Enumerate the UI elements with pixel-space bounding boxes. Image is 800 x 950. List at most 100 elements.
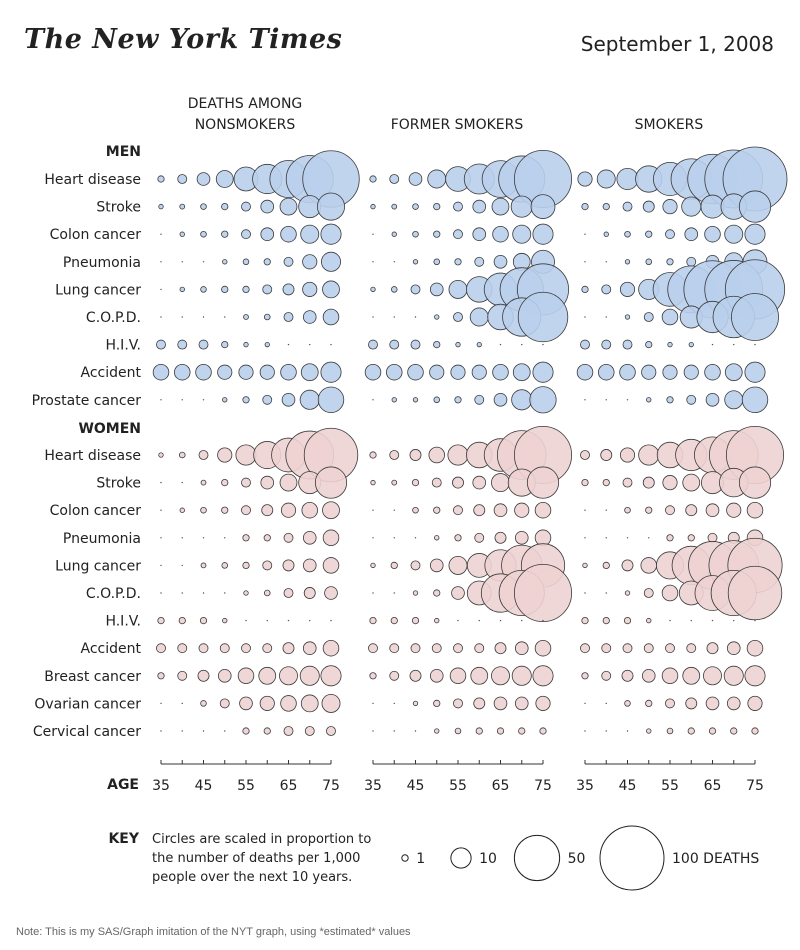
bubble-men-stroke-deaths-among-nonsmokers-age-65 — [279, 197, 298, 216]
bubble-women-c-o-p-d-deaths-among-nonsmokers-age-50 — [224, 592, 226, 594]
bubble-women-c-o-p-d-smokers-age-75 — [727, 565, 783, 621]
bubble-men-h-i-v-former-smokers-age-70 — [521, 343, 523, 346]
bubble-women-pneumonia-deaths-among-nonsmokers-age-45 — [202, 537, 205, 539]
bubble-women-heart-disease-deaths-among-nonsmokers-age-45 — [198, 450, 209, 460]
bubble-women-heart-disease-smokers-age-50 — [638, 444, 660, 466]
bubble-men-heart-disease-former-smokers-age-35 — [369, 175, 377, 183]
bubble-men-pneumonia-deaths-among-nonsmokers-age-55 — [242, 258, 250, 266]
bubble-men-stroke-former-smokers-age-75 — [530, 194, 556, 219]
bubble-women-stroke-former-smokers-age-55 — [452, 476, 464, 489]
row-label-women-c-o-p-d: C.O.P.D. — [86, 586, 141, 602]
bubble-women-c-o-p-d-former-smokers-age-40 — [393, 592, 395, 594]
bubble-men-prostate-cancer-former-smokers-age-65 — [493, 392, 508, 407]
bubble-men-pneumonia-smokers-age-55 — [666, 258, 674, 266]
bubble-men-stroke-former-smokers-age-50 — [433, 203, 441, 211]
bubble-women-pneumonia-smokers-age-35 — [584, 537, 586, 539]
bubble-women-h-i-v-smokers-age-35 — [581, 616, 589, 625]
age-tick-label-former-smokers-75: 75 — [534, 778, 552, 794]
bubble-men-pneumonia-smokers-age-45 — [624, 259, 631, 265]
bubble-men-h-i-v-former-smokers-age-75 — [542, 343, 544, 346]
age-tick-label-deaths-among-nonsmokers-65: 65 — [280, 778, 298, 794]
bubble-men-c-o-p-d-deaths-among-nonsmokers-age-55 — [243, 314, 249, 320]
bubble-men-h-i-v-former-smokers-age-45 — [410, 339, 421, 350]
bubble-women-stroke-deaths-among-nonsmokers-age-75 — [314, 466, 348, 499]
bubble-women-colon-cancer-deaths-among-nonsmokers-age-40 — [179, 507, 185, 513]
bubble-men-c-o-p-d-deaths-among-nonsmokers-age-65 — [283, 312, 294, 322]
bubble-men-c-o-p-d-former-smokers-age-75 — [517, 291, 569, 343]
bubble-women-h-i-v-deaths-among-nonsmokers-age-75 — [330, 619, 332, 622]
bubble-women-c-o-p-d-smokers-age-35 — [584, 592, 586, 594]
bubble-women-lung-cancer-deaths-among-nonsmokers-age-65 — [282, 559, 295, 572]
bubble-men-accident-former-smokers-age-40 — [386, 363, 403, 381]
bubble-women-accident-deaths-among-nonsmokers-age-75 — [322, 639, 340, 657]
bubble-women-ovarian-cancer-deaths-among-nonsmokers-age-55 — [239, 696, 253, 711]
bubble-men-stroke-deaths-among-nonsmokers-age-75 — [317, 192, 345, 221]
bubble-women-colon-cancer-deaths-among-nonsmokers-age-65 — [280, 502, 297, 518]
bubble-women-c-o-p-d-deaths-among-nonsmokers-age-45 — [202, 592, 205, 594]
bubble-women-breast-cancer-smokers-age-45 — [621, 669, 634, 682]
bubble-women-lung-cancer-deaths-among-nonsmokers-age-40 — [181, 564, 183, 567]
bubble-men-c-o-p-d-deaths-among-nonsmokers-age-40 — [181, 316, 183, 318]
bubble-men-accident-deaths-among-nonsmokers-age-40 — [174, 363, 191, 381]
bubble-women-breast-cancer-former-smokers-age-45 — [409, 669, 422, 682]
bubble-men-h-i-v-smokers-age-60 — [688, 341, 694, 348]
bubble-men-h-i-v-deaths-among-nonsmokers-age-65 — [287, 343, 290, 346]
bubble-men-colon-cancer-former-smokers-age-45 — [412, 230, 419, 238]
bubble-women-breast-cancer-former-smokers-age-70 — [511, 665, 532, 686]
bubble-women-h-i-v-former-smokers-age-65 — [499, 619, 502, 622]
age-tick-label-smokers-55: 55 — [661, 778, 679, 794]
bubble-men-pneumonia-former-smokers-age-65 — [493, 254, 508, 269]
bubble-women-breast-cancer-deaths-among-nonsmokers-age-35 — [157, 672, 165, 680]
bubble-men-pneumonia-smokers-age-40 — [605, 261, 607, 263]
bubble-men-h-i-v-former-smokers-age-65 — [499, 343, 502, 346]
bubble-men-colon-cancer-deaths-among-nonsmokers-age-35 — [160, 233, 162, 235]
bubble-women-h-i-v-former-smokers-age-55 — [457, 619, 459, 622]
bubble-women-stroke-former-smokers-age-40 — [391, 479, 398, 486]
bubble-women-pneumonia-former-smokers-age-55 — [454, 534, 462, 542]
bubble-men-prostate-cancer-former-smokers-age-55 — [454, 396, 462, 404]
bubble-women-h-i-v-former-smokers-age-75 — [542, 619, 544, 622]
bubble-women-ovarian-cancer-former-smokers-age-35 — [372, 702, 374, 705]
bubble-men-stroke-former-smokers-age-35 — [370, 203, 376, 210]
bubble-men-accident-smokers-age-60 — [683, 364, 699, 380]
bubble-men-prostate-cancer-deaths-among-nonsmokers-age-75 — [317, 386, 345, 414]
bubble-women-colon-cancer-deaths-among-nonsmokers-age-70 — [301, 501, 318, 519]
bubble-women-colon-cancer-former-smokers-age-50 — [433, 506, 441, 514]
bubble-women-cervical-cancer-deaths-among-nonsmokers-age-70 — [304, 726, 315, 736]
bubble-women-stroke-deaths-among-nonsmokers-age-60 — [260, 475, 275, 490]
bubble-men-pneumonia-former-smokers-age-40 — [393, 261, 395, 263]
bubble-women-stroke-former-smokers-age-35 — [370, 479, 376, 486]
bubble-women-ovarian-cancer-former-smokers-age-40 — [393, 702, 395, 705]
bubble-women-pneumonia-former-smokers-age-75 — [534, 529, 552, 547]
bubble-men-accident-former-smokers-age-70 — [512, 363, 531, 382]
row-label-women-accident: Accident — [81, 641, 142, 657]
bubble-women-lung-cancer-deaths-among-nonsmokers-age-70 — [302, 558, 317, 573]
bubble-women-c-o-p-d-smokers-age-55 — [661, 584, 679, 602]
bubble-men-c-o-p-d-smokers-age-40 — [605, 316, 607, 318]
bubble-women-heart-disease-deaths-among-nonsmokers-age-55 — [235, 444, 257, 466]
bubble-women-breast-cancer-smokers-age-65 — [703, 666, 722, 686]
bubble-women-lung-cancer-deaths-among-nonsmokers-age-50 — [221, 562, 229, 569]
bubble-men-prostate-cancer-deaths-among-nonsmokers-age-60 — [262, 394, 273, 405]
bubble-men-accident-former-smokers-age-50 — [429, 364, 445, 380]
bubble-women-stroke-smokers-age-55 — [662, 475, 678, 491]
bubble-men-prostate-cancer-former-smokers-age-60 — [474, 394, 485, 405]
bubble-women-h-i-v-smokers-age-50 — [646, 617, 652, 624]
bubble-men-accident-former-smokers-age-65 — [492, 363, 509, 381]
bubble-men-colon-cancer-smokers-age-50 — [645, 230, 653, 238]
bubble-men-accident-deaths-among-nonsmokers-age-75 — [320, 361, 342, 383]
bubble-men-c-o-p-d-deaths-among-nonsmokers-age-45 — [202, 316, 205, 318]
bubble-men-colon-cancer-deaths-among-nonsmokers-age-75 — [320, 223, 342, 245]
bubble-men-colon-cancer-smokers-age-65 — [704, 225, 721, 243]
bubble-men-pneumonia-former-smokers-age-45 — [412, 259, 419, 265]
bubble-women-colon-cancer-smokers-age-65 — [705, 503, 720, 518]
bubble-men-colon-cancer-smokers-age-75 — [744, 223, 766, 245]
bubble-men-stroke-smokers-age-55 — [662, 199, 678, 215]
bubble-women-h-i-v-former-smokers-age-40 — [390, 616, 398, 625]
bubble-women-colon-cancer-smokers-age-45 — [624, 506, 631, 514]
bubble-women-colon-cancer-deaths-among-nonsmokers-age-60 — [261, 504, 274, 517]
bubble-women-stroke-former-smokers-age-60 — [472, 475, 487, 490]
bubble-women-c-o-p-d-former-smokers-age-35 — [372, 592, 374, 594]
bubble-men-heart-disease-former-smokers-age-45 — [408, 172, 423, 186]
bubble-women-h-i-v-former-smokers-age-60 — [478, 619, 480, 622]
